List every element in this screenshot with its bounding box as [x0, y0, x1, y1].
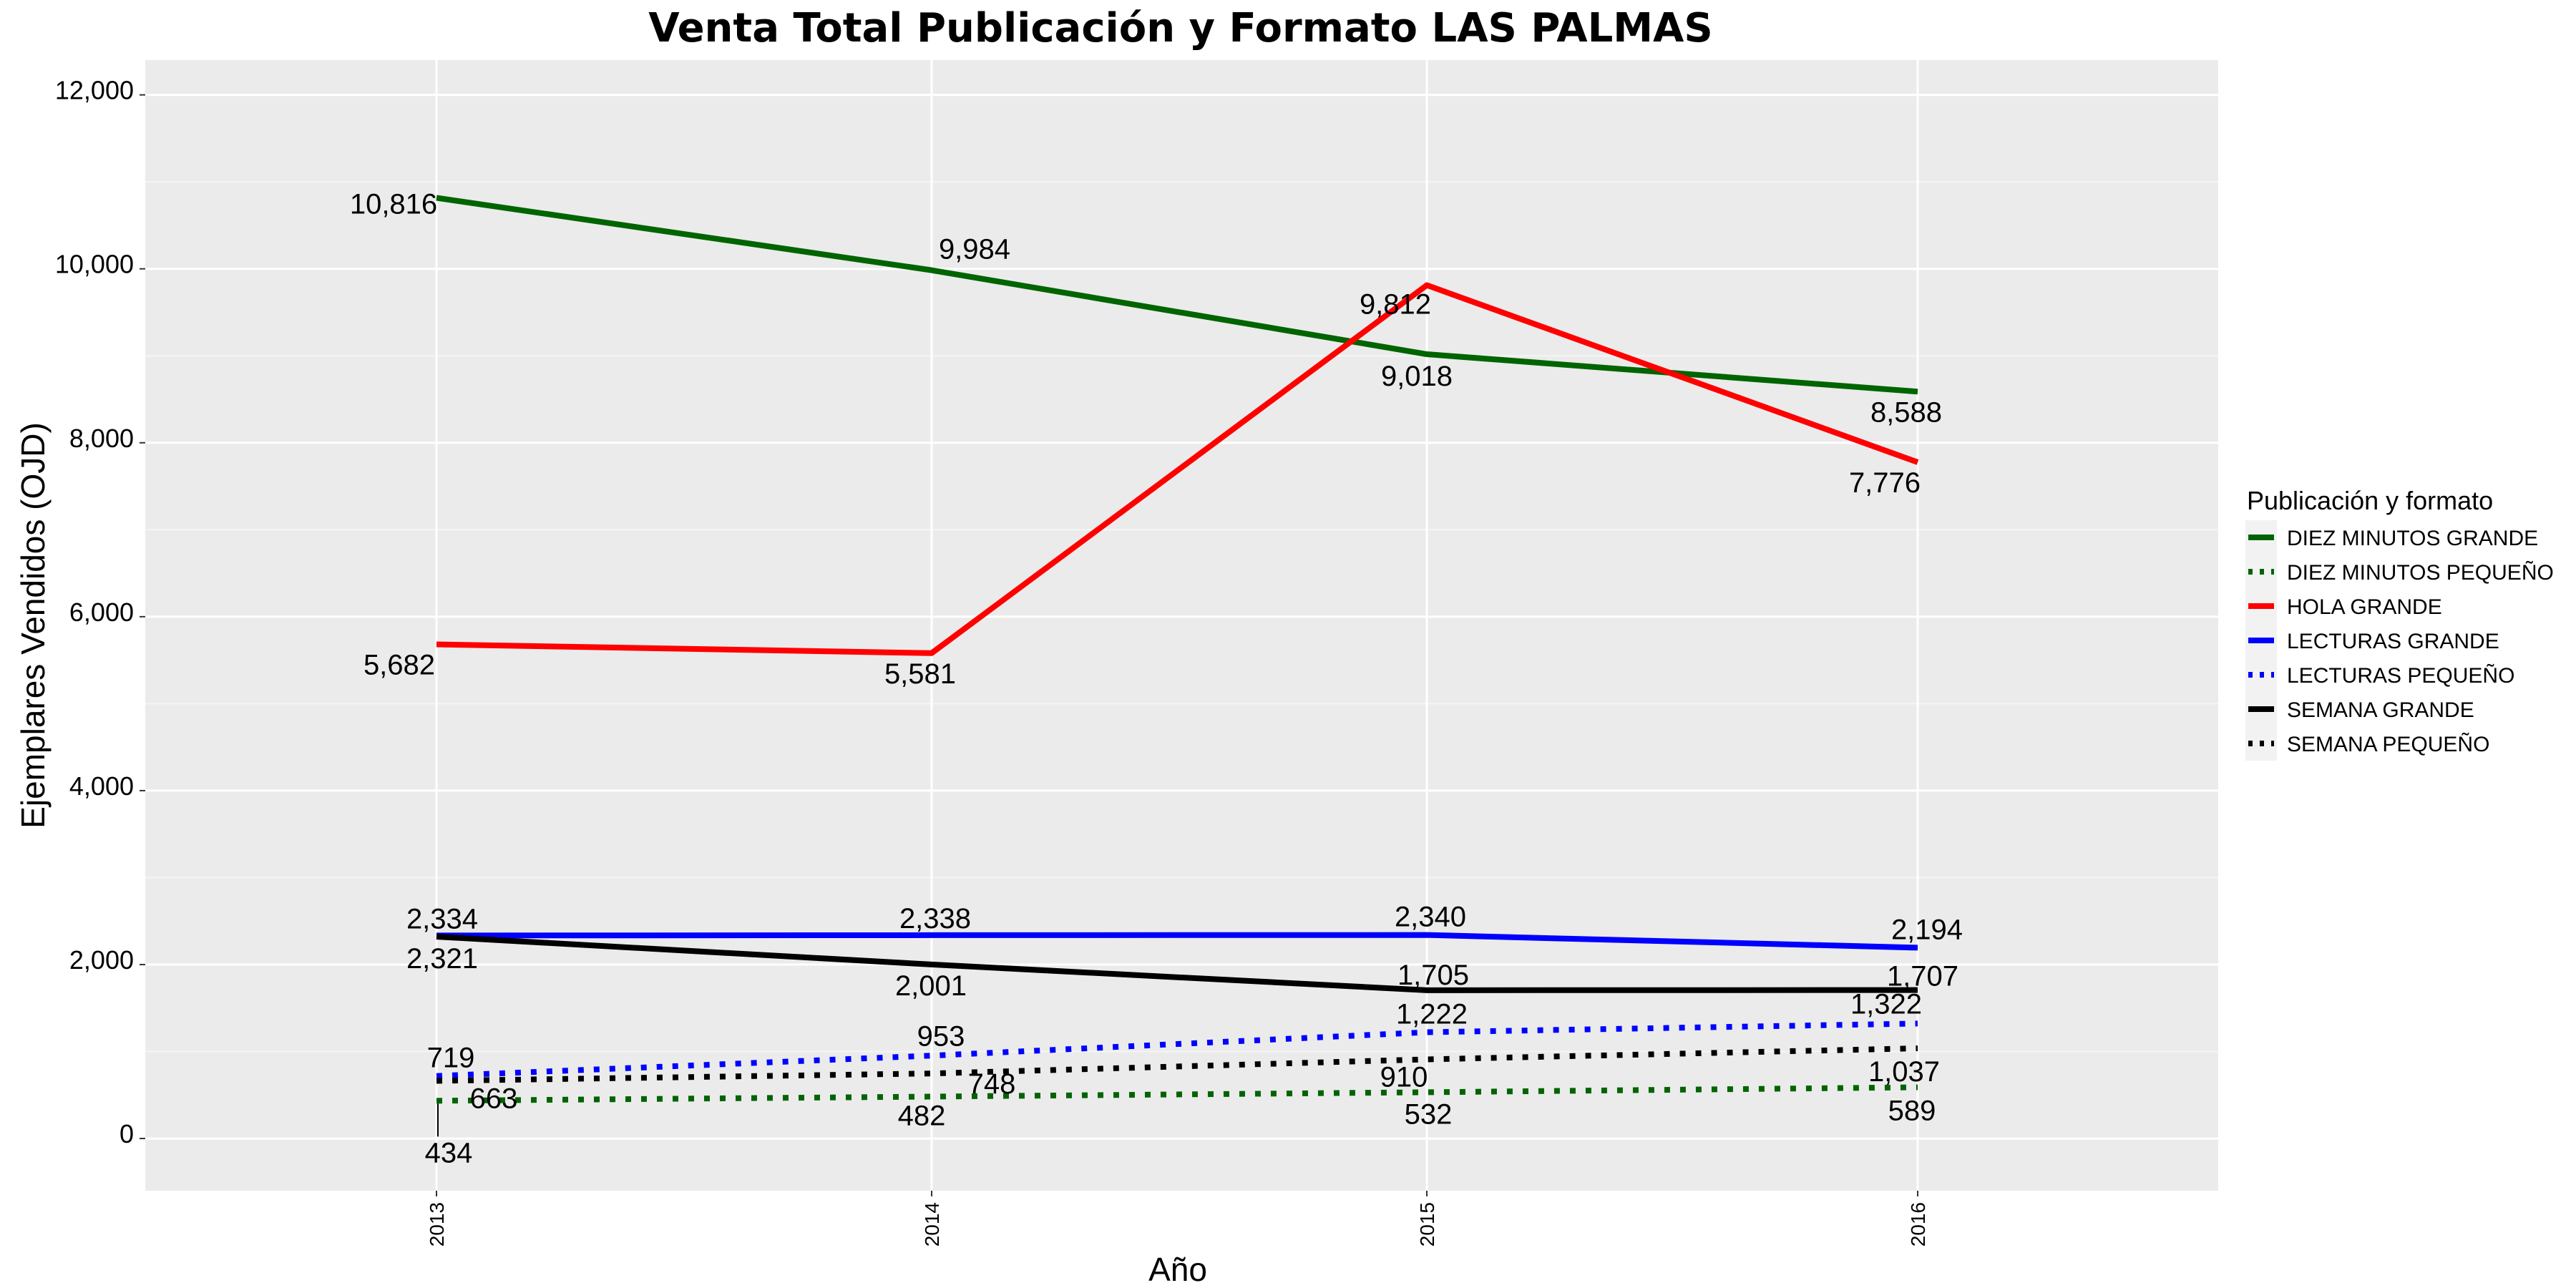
- y-tick-label: 8,000: [69, 424, 134, 453]
- series-line: [436, 1045, 1918, 1084]
- legend: Publicación y formato DIEZ MINUTOS GRAND…: [2245, 486, 2554, 761]
- y-tick-label: 12,000: [55, 76, 134, 105]
- data-label: 589: [1888, 1095, 1936, 1126]
- data-label: 2,340: [1395, 902, 1466, 933]
- data-label: 2,338: [899, 903, 971, 935]
- y-tick-label: 10,000: [55, 250, 134, 279]
- series-lines: [436, 195, 1919, 1104]
- data-label: 9,984: [939, 234, 1010, 265]
- x-axis: 2013 2014 2015 2016: [426, 1191, 1929, 1246]
- legend-label: SEMANA PEQUEÑO: [2287, 732, 2489, 756]
- chart-title: Venta Total Publicación y Formato LAS PA…: [648, 5, 1712, 52]
- series-line: [436, 933, 1918, 993]
- data-label: 953: [917, 1020, 965, 1052]
- x-tick-label: 2014: [921, 1202, 943, 1246]
- series-line: [436, 1084, 1918, 1104]
- grid-lines: [145, 60, 2218, 1191]
- data-label: 2,194: [1891, 914, 1963, 945]
- legend-label: SEMANA GRANDE: [2287, 698, 2474, 722]
- legend-label: LECTURAS GRANDE: [2287, 630, 2499, 653]
- data-label: 7,776: [1849, 467, 1921, 499]
- data-label: 532: [1405, 1098, 1453, 1130]
- x-tick-label: 2015: [1416, 1202, 1438, 1246]
- x-axis-title: Año: [1148, 1251, 1207, 1288]
- data-label: 434: [425, 1137, 473, 1169]
- data-label: 748: [968, 1068, 1016, 1100]
- data-label: 2,321: [406, 943, 478, 975]
- data-label: 719: [427, 1043, 475, 1074]
- data-label: 663: [470, 1083, 518, 1114]
- data-label: 2,334: [406, 903, 478, 935]
- legend-label: LECTURAS PEQUEÑO: [2287, 663, 2514, 688]
- series-line: [436, 932, 1918, 951]
- y-tick-label: 4,000: [69, 771, 134, 801]
- data-label: 2,001: [895, 970, 967, 1002]
- data-label: 1,222: [1396, 999, 1468, 1030]
- y-tick-label: 2,000: [69, 945, 134, 975]
- x-tick-label: 2016: [1907, 1202, 1929, 1246]
- data-label: 482: [898, 1100, 946, 1131]
- data-label: 9,812: [1360, 289, 1431, 321]
- data-label: 5,682: [364, 649, 435, 680]
- data-labels: 10,816 9,984 9,018 8,588 434 482 532 589 5,682 5,…: [350, 189, 1963, 1169]
- data-label: 1,322: [1850, 988, 1922, 1020]
- x-tick-label: 2013: [426, 1202, 448, 1246]
- data-label: 1,707: [1887, 961, 1958, 992]
- y-axis-title: Ejemplares Vendidos (OJD): [14, 422, 52, 829]
- legend-label: DIEZ MINUTOS GRANDE: [2287, 527, 2538, 550]
- data-label: 8,588: [1870, 396, 1942, 428]
- data-label: 5,581: [884, 658, 956, 690]
- data-label: 1,705: [1397, 960, 1469, 991]
- data-label: 10,816: [350, 189, 437, 220]
- y-tick-label: 0: [119, 1119, 134, 1148]
- y-tick-label: 6,000: [69, 597, 134, 627]
- data-label: 910: [1380, 1061, 1428, 1093]
- data-label: 1,037: [1868, 1056, 1940, 1088]
- series-line: [436, 1020, 1918, 1079]
- legend-label: HOLA GRANDE: [2287, 595, 2442, 619]
- plot-panel: [145, 60, 2218, 1191]
- legend-label: DIEZ MINUTOS PEQUEÑO: [2287, 560, 2554, 585]
- data-label: 9,018: [1381, 361, 1453, 392]
- series-line: [436, 282, 1919, 656]
- y-axis: 0 2,000 4,000 6,000 8,000 10,000 12,000: [55, 76, 145, 1148]
- legend-title: Publicación y formato: [2247, 486, 2493, 515]
